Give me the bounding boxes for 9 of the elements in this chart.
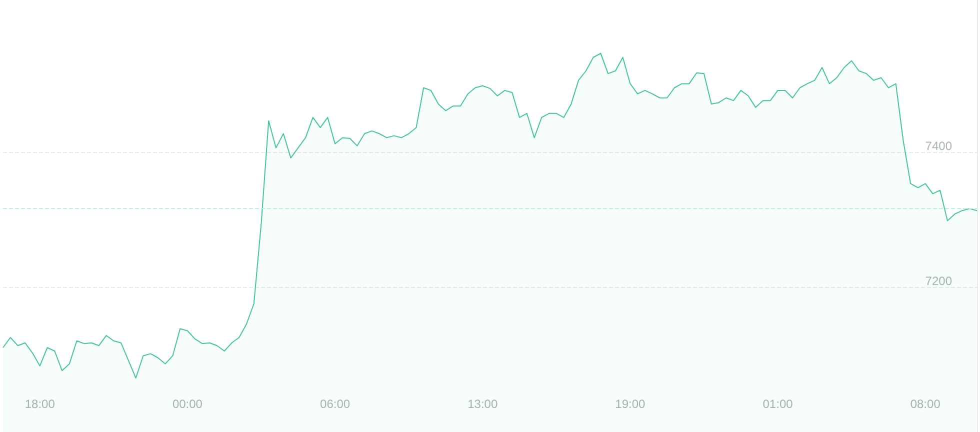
x-tick-label: 06:00 [320,397,350,411]
y-tick-label: 7200 [925,274,952,288]
x-tick-label: 19:00 [615,397,646,411]
x-tick-label: 18:00 [24,397,56,411]
x-tick-label: 08:00 [910,397,941,411]
y-tick-label: 7400 [925,138,952,153]
x-tick-label: 13:00 [468,397,498,411]
x-tick-label: 01:00 [762,397,794,411]
x-tick-label: 00:00 [172,397,203,411]
